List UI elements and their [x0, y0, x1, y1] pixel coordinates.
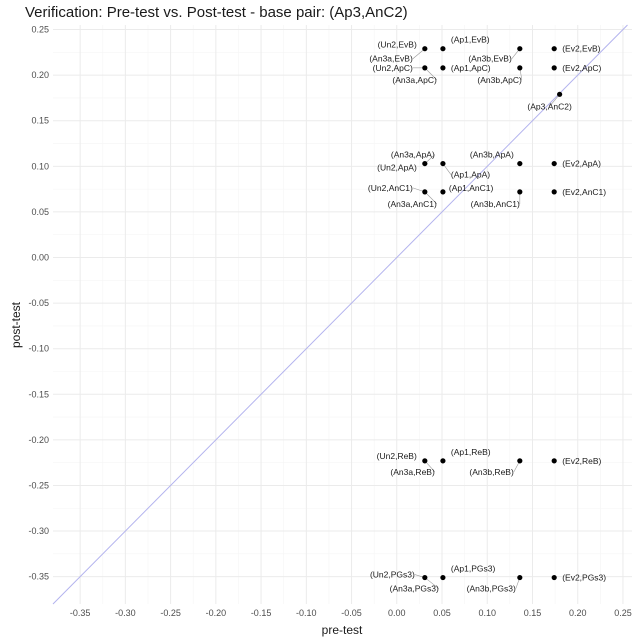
point-label: (Un2,ApC) — [373, 63, 413, 73]
y-tick-label: 0.15 — [31, 116, 49, 126]
point-label: (An3b,AnC1) — [471, 199, 520, 209]
x-axis-label: pre-test — [322, 623, 363, 637]
point-label: (Ev2,ReB) — [562, 456, 601, 466]
x-tick-label: -0.30 — [115, 608, 136, 618]
point-label: (An3b,ApA) — [470, 150, 514, 160]
y-tick-label: -0.20 — [28, 435, 49, 445]
data-point — [551, 574, 557, 581]
data-point — [422, 46, 428, 52]
data-point — [422, 65, 428, 71]
data-point — [551, 160, 557, 167]
point-label: (An3a,EvB) — [369, 54, 413, 64]
point-label: (An3b,ApC) — [477, 75, 522, 85]
data-point — [440, 574, 446, 581]
x-tick-label: -0.25 — [160, 608, 181, 618]
data-point — [440, 160, 446, 167]
point-label: (Ev2,EvB) — [562, 44, 600, 54]
y-axis-ticks: -0.35 -0.30 -0.25 -0.20 -0.15 -0.10 -0.05 0.00 0… — [28, 25, 49, 582]
data-point — [517, 458, 523, 464]
y-tick-label: -0.30 — [28, 526, 49, 536]
point-labels: (Un2,EvB) (Ap1,EvB) (An3a,EvB) (An3b,EvB) (E… — [368, 35, 606, 594]
y-tick-label: 0.10 — [31, 161, 49, 171]
point-label: (Ev2,ApA) — [562, 159, 601, 169]
point-label: (An3b,ReB) — [469, 467, 514, 477]
x-tick-label: 0.25 — [614, 608, 632, 618]
leader-line — [424, 577, 440, 589]
point-label: (Ap3,AnC2) — [527, 101, 572, 111]
leader-line — [424, 67, 438, 81]
data-point — [551, 46, 557, 52]
data-point — [440, 458, 446, 464]
x-tick-label: -0.20 — [206, 608, 227, 618]
leader-line — [549, 94, 560, 107]
x-tick-label: -0.10 — [296, 608, 317, 618]
point-label: (Ev2,AnC1) — [562, 187, 606, 197]
data-point — [422, 574, 428, 581]
point-label: (Ap1,EvB) — [451, 35, 490, 45]
point-label: (An3a,ApA) — [391, 150, 435, 160]
x-tick-label: 0.20 — [569, 608, 587, 618]
data-point — [517, 574, 523, 581]
data-point — [422, 160, 428, 167]
x-axis-ticks: -0.35 -0.30 -0.25 -0.20 -0.15 -0.10 -0.05 0.00 0… — [70, 608, 632, 618]
point-label: (Un2,AnC1) — [368, 183, 413, 193]
point-label: (Un2,EvB) — [378, 40, 417, 50]
point-label: (Un2,PGs3) — [370, 570, 415, 580]
x-tick-label: -0.35 — [70, 608, 91, 618]
reference-line — [52, 24, 628, 605]
x-tick-label: -0.05 — [341, 608, 362, 618]
leader-line — [424, 191, 438, 205]
data-point — [557, 91, 563, 97]
point-label: (An3b,EvB) — [468, 54, 512, 64]
y-tick-label: -0.25 — [28, 480, 49, 490]
y-axis-label: post-test — [9, 301, 23, 348]
y-tick-label: -0.10 — [28, 344, 49, 354]
data-point — [517, 46, 523, 52]
y-tick-label: -0.15 — [28, 389, 49, 399]
x-tick-label: 0.05 — [433, 608, 451, 618]
point-label: (Ap1,AnC1) — [449, 183, 494, 193]
grid — [53, 25, 632, 604]
point-label: (Ap1,ApA) — [451, 170, 490, 180]
point-label: (Ap1,ReB) — [451, 447, 491, 457]
leader-lines — [412, 48, 560, 589]
y-tick-label: 0.00 — [31, 253, 49, 263]
data-point — [551, 189, 557, 195]
point-label: (An3a,ApC) — [392, 75, 437, 85]
chart-title: Verification: Pre-test vs. Post-test - b… — [25, 4, 408, 21]
data-point — [440, 189, 446, 195]
y-tick-label: 0.25 — [31, 25, 49, 35]
data-point — [551, 65, 557, 71]
point-label: (Un2,ApA) — [377, 163, 417, 173]
identity-line — [52, 24, 628, 605]
data-point — [422, 458, 428, 464]
point-label: (An3a,ReB) — [390, 467, 435, 477]
point-label: (An3a,AnC1) — [388, 199, 437, 209]
point-label: (Ev2,PGs3) — [562, 573, 606, 583]
point-label: (An3b,PGs3) — [467, 584, 516, 594]
point-label: (Ev2,ApC) — [562, 63, 601, 73]
x-tick-label: 0.15 — [524, 608, 542, 618]
y-tick-label: 0.05 — [31, 207, 49, 217]
data-point — [422, 189, 428, 195]
data-point — [517, 160, 523, 167]
y-tick-label: 0.20 — [31, 70, 49, 80]
point-label: (Ap1,PGs3) — [451, 564, 496, 574]
data-point — [517, 65, 523, 71]
data-point — [440, 46, 446, 52]
x-tick-label: 0.00 — [388, 608, 406, 618]
data-point — [551, 458, 557, 464]
y-tick-label: -0.35 — [28, 572, 49, 582]
x-tick-label: 0.10 — [478, 608, 496, 618]
point-label: (Ap1,ApC) — [451, 63, 491, 73]
y-tick-label: -0.05 — [28, 298, 49, 308]
leader-line — [412, 48, 426, 59]
x-tick-label: -0.15 — [251, 608, 272, 618]
point-label: (An3a,PGs3) — [390, 584, 439, 594]
data-points — [422, 46, 563, 581]
data-point — [517, 189, 523, 195]
point-label: (Un2,ReB) — [377, 451, 417, 461]
data-point — [440, 65, 446, 71]
